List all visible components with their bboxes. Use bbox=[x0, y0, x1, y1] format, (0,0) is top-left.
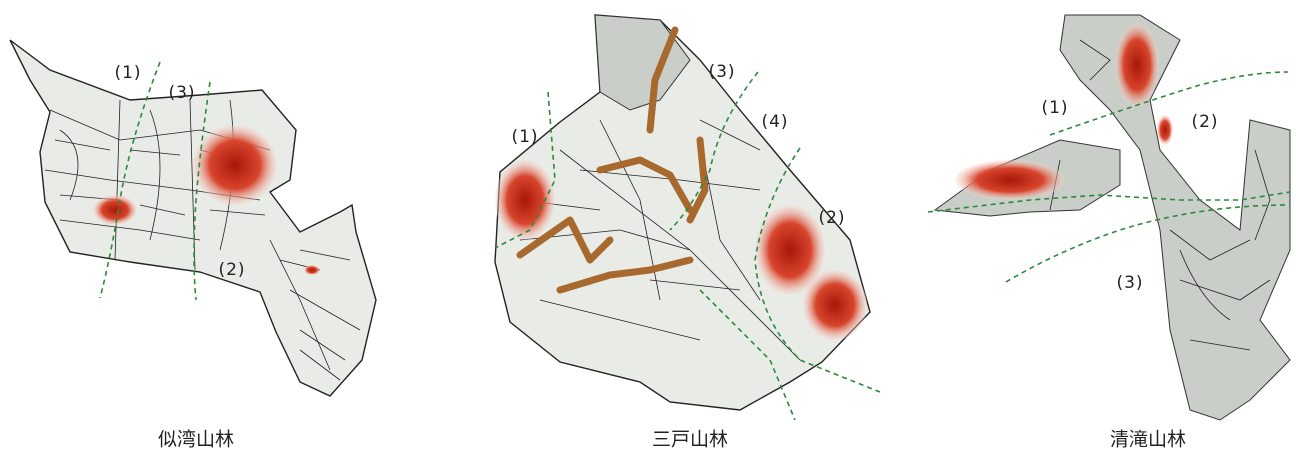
heat-area bbox=[495, 160, 555, 240]
zone-label: (4) bbox=[761, 112, 788, 132]
zone-boundary bbox=[99, 61, 161, 299]
zone-boundary bbox=[754, 147, 881, 393]
map-kiyotaki: (1) (2) (3) 清滝山林 bbox=[927, 14, 1291, 451]
heat-area bbox=[955, 160, 1065, 200]
zone-boundary bbox=[1049, 71, 1289, 136]
zone-label: (1) bbox=[114, 63, 141, 83]
forest-outline bbox=[9, 39, 377, 397]
zone-label: (1) bbox=[1041, 98, 1068, 118]
zone-label: (2) bbox=[818, 208, 845, 228]
zone-label: (3) bbox=[168, 83, 195, 103]
heat-area bbox=[193, 125, 277, 205]
zone-label: (2) bbox=[1191, 112, 1218, 132]
zone-label: (3) bbox=[1116, 273, 1143, 293]
zone-label: (3) bbox=[708, 62, 735, 82]
heat-area bbox=[1115, 23, 1159, 107]
zone-label: (1) bbox=[511, 127, 538, 147]
heat-area bbox=[803, 270, 867, 340]
forest-outline bbox=[1059, 14, 1291, 421]
map-caption: 似湾山林 bbox=[158, 429, 234, 451]
gray-area bbox=[594, 14, 691, 111]
stream bbox=[516, 26, 709, 294]
compartments bbox=[1049, 39, 1271, 351]
zone-boundary bbox=[669, 71, 759, 231]
map-caption: 清滝山林 bbox=[1110, 429, 1186, 451]
map-sannohe: (1) (3) (4) (2) 三戸山林 bbox=[494, 14, 881, 451]
forest-outline bbox=[494, 14, 871, 411]
zone-boundary bbox=[927, 191, 1291, 213]
compartments bbox=[519, 119, 801, 361]
heat-area bbox=[1157, 115, 1173, 145]
zone-boundary bbox=[193, 81, 211, 301]
heat-area bbox=[304, 265, 320, 275]
zone-boundary bbox=[494, 91, 556, 249]
heat-area bbox=[755, 205, 825, 295]
map-caption: 三戸山林 bbox=[652, 429, 728, 451]
map-niwan: (1) (3) (2) 似湾山林 bbox=[9, 39, 377, 451]
zone-boundary bbox=[1005, 204, 1291, 283]
zone-label: (2) bbox=[218, 260, 245, 280]
heat-area bbox=[93, 195, 137, 225]
